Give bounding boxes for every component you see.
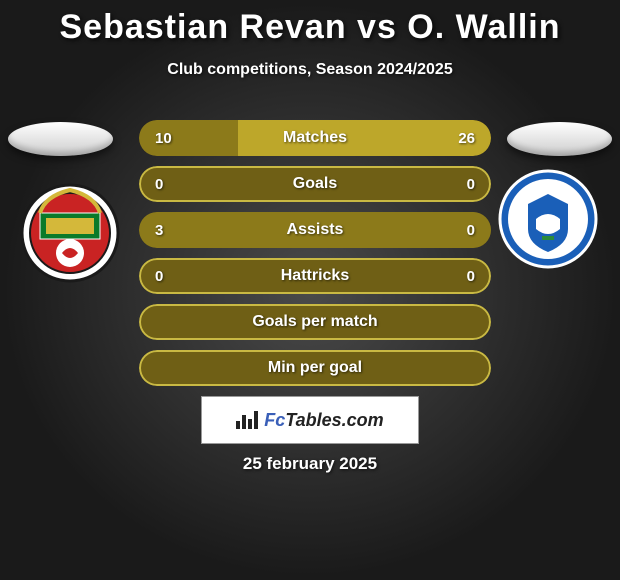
- stat-value-right: 0: [467, 212, 475, 248]
- stat-value-right: 26: [458, 120, 475, 156]
- stat-value-right: 0: [467, 258, 475, 294]
- branding-box: FcTables.com: [201, 396, 419, 444]
- stat-row: Goals per match: [139, 304, 491, 340]
- stat-value-left: 0: [155, 166, 163, 202]
- player-right-disc: [507, 122, 612, 156]
- stat-value-right: 0: [467, 166, 475, 202]
- stat-value-left: 0: [155, 258, 163, 294]
- stat-row: Goals0 0: [139, 166, 491, 202]
- stat-value-left: 10: [155, 120, 172, 156]
- brand-fc: Fc: [264, 410, 285, 430]
- page-title: Sebastian Revan vs O. Wallin: [0, 8, 620, 47]
- stat-label: Goals: [139, 166, 491, 202]
- date-label: 25 february 2025: [0, 454, 620, 474]
- club-badge-left: [20, 178, 120, 288]
- stat-label: Assists: [139, 212, 491, 248]
- stat-row: Hattricks0 0: [139, 258, 491, 294]
- club-badge-right: [498, 164, 598, 274]
- stat-label: Goals per match: [139, 304, 491, 340]
- stat-label: Matches: [139, 120, 491, 156]
- brand-tables: Tables.com: [285, 410, 383, 430]
- stat-label: Hattricks: [139, 258, 491, 294]
- stats-table: Matches1026Goals00Assists30Hattricks00Go…: [139, 120, 491, 396]
- stat-row: Matches10 26: [139, 120, 491, 156]
- stat-row: Assists3 0: [139, 212, 491, 248]
- page-subtitle: Club competitions, Season 2024/2025: [0, 61, 620, 79]
- stat-label: Min per goal: [139, 350, 491, 386]
- comparison-card: Sebastian Revan vs O. Wallin Club compet…: [0, 0, 620, 580]
- stat-row: Min per goal: [139, 350, 491, 386]
- player-left-disc: [8, 122, 113, 156]
- chart-icon: [236, 411, 258, 429]
- stat-value-left: 3: [155, 212, 163, 248]
